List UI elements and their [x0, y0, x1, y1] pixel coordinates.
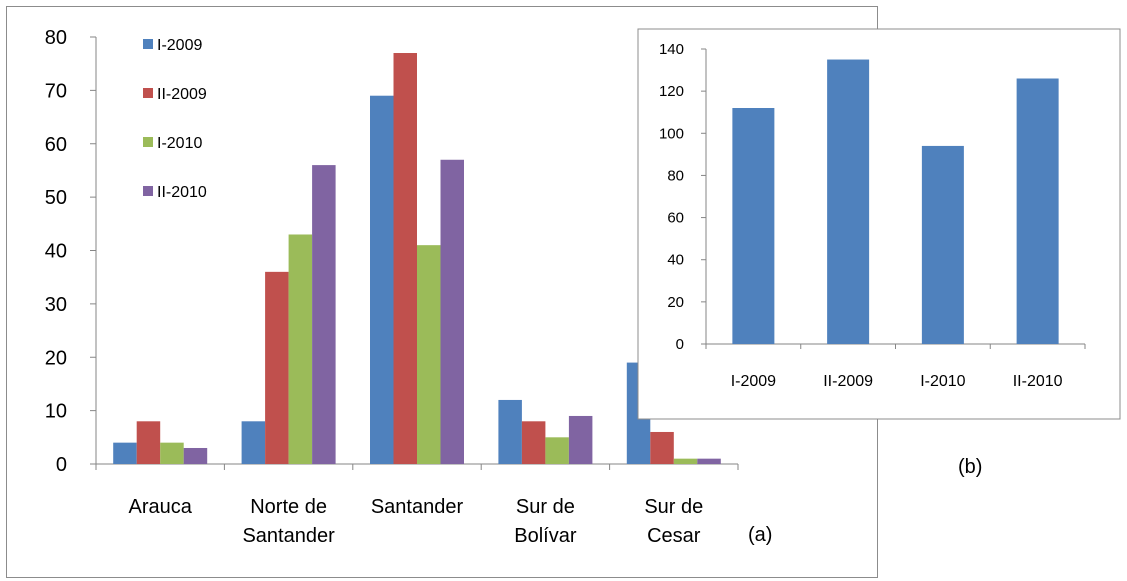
x-tick-label: Cesar — [647, 525, 701, 547]
bar — [732, 108, 775, 344]
y-tick-label: 20 — [45, 347, 67, 369]
bar — [545, 437, 569, 464]
legend-swatch — [143, 39, 153, 49]
bar — [498, 399, 522, 464]
bar — [650, 431, 674, 464]
bar — [265, 271, 289, 464]
bar — [312, 165, 336, 464]
bar — [241, 421, 266, 464]
bar — [568, 415, 593, 464]
y-tick-label: 0 — [56, 454, 67, 476]
x-tick-label: Sur de — [644, 496, 703, 518]
x-tick-label: I-2009 — [731, 373, 776, 390]
y-tick-label: 50 — [45, 187, 67, 209]
x-tick-label: Santander — [242, 525, 335, 547]
y-tick-label: 100 — [659, 125, 684, 142]
x-tick-label: Sur de — [516, 496, 575, 518]
bar — [393, 53, 417, 464]
bar — [697, 458, 721, 464]
legend-label: I-2010 — [157, 135, 202, 152]
legend-swatch — [143, 88, 153, 98]
bar — [417, 245, 441, 464]
y-tick-label: 40 — [45, 241, 67, 263]
caption-a: (a) — [748, 524, 773, 546]
bar — [1016, 78, 1059, 344]
y-tick-label: 20 — [667, 294, 684, 311]
y-tick-label: 0 — [676, 336, 684, 353]
bar — [827, 59, 870, 345]
y-tick-label: 60 — [45, 134, 67, 156]
y-tick-label: 40 — [667, 252, 684, 269]
bar — [921, 145, 964, 344]
x-tick-label: II-2010 — [1013, 373, 1063, 390]
y-tick-label: 30 — [45, 294, 67, 316]
bar — [370, 95, 394, 465]
bar — [521, 421, 546, 464]
bar — [440, 159, 464, 464]
x-tick-label: I-2010 — [920, 373, 965, 390]
y-tick-label: 10 — [45, 401, 67, 423]
x-tick-label: Bolívar — [514, 525, 577, 547]
y-tick-label: 70 — [45, 80, 67, 102]
x-tick-label: Santander — [371, 496, 464, 518]
bar — [136, 421, 161, 464]
y-tick-label: 60 — [667, 210, 684, 227]
y-tick-label: 120 — [659, 83, 684, 100]
caption-b: (b) — [958, 456, 983, 478]
bar — [113, 442, 137, 464]
x-tick-label: Norte de — [250, 496, 327, 518]
y-tick-label: 80 — [45, 27, 67, 49]
legend-label: I-2009 — [157, 37, 202, 54]
bar — [288, 234, 313, 464]
legend-swatch — [143, 137, 153, 147]
x-tick-label: II-2009 — [823, 373, 873, 390]
y-tick-label: 140 — [659, 41, 684, 58]
legend-label: II-2009 — [157, 86, 207, 103]
x-tick-label: Arauca — [129, 496, 193, 518]
legend-swatch — [143, 186, 153, 196]
bar — [673, 458, 698, 464]
legend-label: II-2010 — [157, 184, 207, 201]
bar — [183, 447, 208, 464]
y-tick-label: 80 — [667, 167, 684, 184]
bar — [160, 442, 184, 464]
